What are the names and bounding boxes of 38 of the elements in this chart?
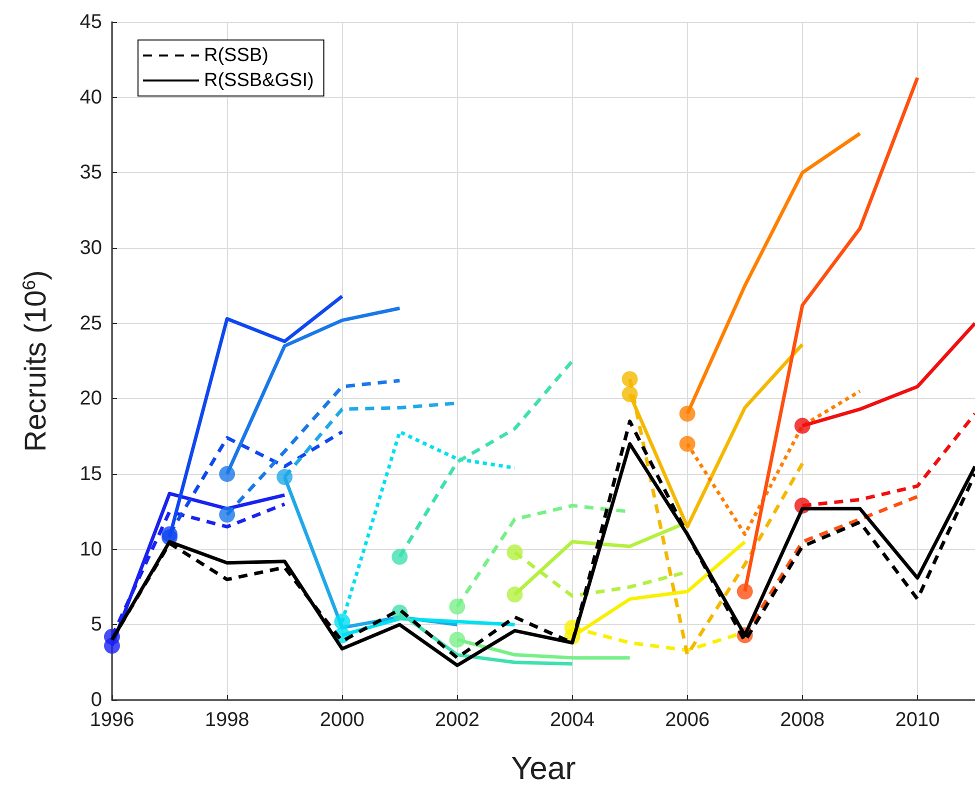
y-axis-title: Recruits (106) [19,270,52,452]
x-tick-label: 2002 [434,709,480,731]
point [334,614,350,630]
point [219,466,236,482]
y-tick-label: 40 [80,86,102,108]
point [276,469,293,486]
point [679,436,696,452]
legend-label: R(SSB&GSI) [204,70,314,91]
y-tick-label: 15 [80,463,102,485]
y-tick-label: 0 [90,689,102,711]
y-tick-label: 25 [80,312,102,334]
x-tick-label: 2004 [550,709,595,731]
y-tick-label: 45 [80,11,102,33]
y-tick-label: 5 [90,614,102,636]
x-tick-label: 2008 [780,709,825,731]
y-tick-label: 20 [80,388,102,410]
y-tick-label: 10 [80,538,102,560]
legend-label: R(SSB) [204,45,268,66]
point [679,406,696,422]
point [392,548,408,565]
point [449,598,466,615]
point [736,584,753,600]
x-axis-title: Year [511,750,576,786]
x-tick-label: 1996 [90,709,134,731]
x-tick-label: 2000 [320,709,364,731]
x-tick-label: 1998 [204,709,250,731]
point [506,586,523,603]
point [622,371,638,388]
x-tick-label: 2010 [895,709,940,731]
y-tick-label: 35 [80,162,102,184]
point [449,632,466,648]
point [622,386,638,402]
point [506,544,523,560]
x-tick-label: 2006 [665,709,710,731]
point [162,526,178,542]
y-tick-label: 30 [80,237,102,259]
point [794,418,810,434]
point [219,506,236,523]
